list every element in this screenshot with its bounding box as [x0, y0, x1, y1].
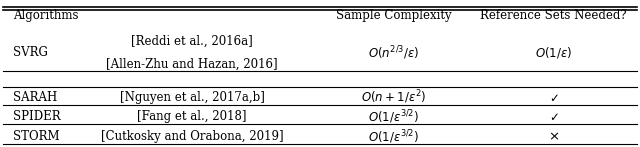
Text: [Cutkosky and Orabona, 2019]: [Cutkosky and Orabona, 2019] — [100, 130, 284, 143]
Text: $O(n+1/\epsilon^2)$: $O(n+1/\epsilon^2)$ — [361, 88, 426, 106]
Text: $\checkmark$: $\checkmark$ — [548, 91, 559, 103]
Text: SPIDER: SPIDER — [13, 110, 60, 123]
Text: SARAH: SARAH — [13, 91, 57, 103]
Text: $O(1/\epsilon^{3/2})$: $O(1/\epsilon^{3/2})$ — [368, 128, 419, 146]
Text: $O(1/\epsilon^{3/2})$: $O(1/\epsilon^{3/2})$ — [368, 108, 419, 126]
Text: [Allen-Zhu and Hazan, 2016]: [Allen-Zhu and Hazan, 2016] — [106, 58, 278, 71]
Text: [Nguyen et al., 2017a,b]: [Nguyen et al., 2017a,b] — [120, 91, 264, 103]
Text: $\checkmark$: $\checkmark$ — [548, 110, 559, 123]
Text: STORM: STORM — [13, 130, 60, 143]
Text: $O(1/\epsilon)$: $O(1/\epsilon)$ — [535, 45, 572, 60]
Text: Reference Sets Needed?: Reference Sets Needed? — [480, 9, 627, 22]
Text: Sample Complexity: Sample Complexity — [336, 9, 451, 22]
Text: [Fang et al., 2018]: [Fang et al., 2018] — [137, 110, 247, 123]
Text: Algorithms: Algorithms — [13, 9, 78, 22]
Text: SVRG: SVRG — [13, 46, 47, 59]
Text: [Reddi et al., 2016a]: [Reddi et al., 2016a] — [131, 35, 253, 48]
Text: $\times$: $\times$ — [548, 130, 559, 143]
Text: $O(n^{2/3}/\epsilon)$: $O(n^{2/3}/\epsilon)$ — [368, 44, 419, 62]
